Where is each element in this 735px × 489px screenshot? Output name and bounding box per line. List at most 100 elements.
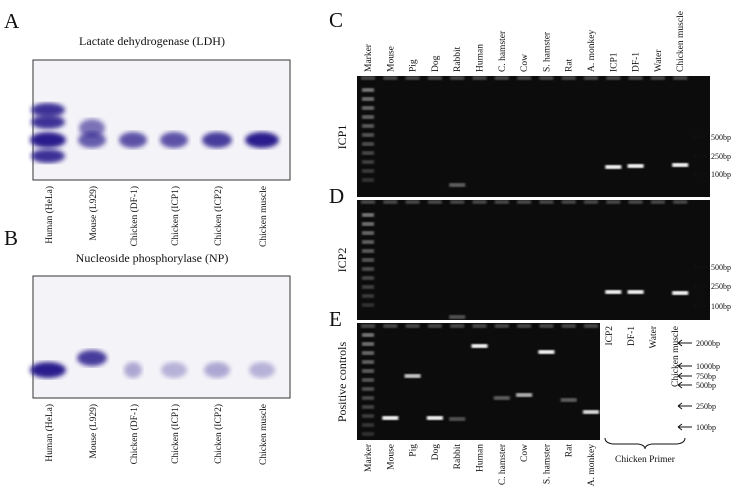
dna-band <box>628 200 643 204</box>
dna-band <box>405 200 420 204</box>
dna-band <box>362 240 374 244</box>
panel-title: Nucleoside phosphorylase (NP) <box>76 251 229 265</box>
dna-band <box>605 165 622 169</box>
panel-letter: C <box>329 8 343 32</box>
lane-label: Mouse (L929) <box>88 404 99 459</box>
dna-band <box>584 200 598 204</box>
protein-band <box>31 103 65 117</box>
lane-label: Marker <box>364 443 374 472</box>
protein-band <box>161 362 187 378</box>
dna-band <box>362 360 374 364</box>
dna-band <box>426 416 443 420</box>
dna-band <box>361 200 375 204</box>
dna-band <box>584 76 598 80</box>
dna-band <box>672 163 689 167</box>
size-marker: 100bp <box>696 423 716 432</box>
size-marker: 1000bp <box>696 362 720 371</box>
dna-band <box>362 97 374 101</box>
protein-band <box>119 132 147 148</box>
lane-label: Cow <box>520 54 530 72</box>
dna-band <box>471 344 488 348</box>
dna-band <box>539 76 554 80</box>
row-label: Positive controls <box>335 342 349 423</box>
dna-band <box>539 324 554 328</box>
ldh-gel <box>32 59 291 181</box>
dna-band <box>362 423 374 427</box>
dna-band <box>672 291 689 295</box>
protein-band <box>160 132 188 148</box>
lane-label: Marker <box>364 43 374 72</box>
dna-band <box>361 324 375 328</box>
lane-label: Cow <box>520 444 530 462</box>
dna-band <box>362 276 374 280</box>
dna-band <box>517 76 532 80</box>
dna-band <box>628 76 643 80</box>
dna-band <box>450 76 465 80</box>
primer-label: Chicken Primer <box>615 455 676 465</box>
dna-band <box>584 324 598 328</box>
lane-label: Human (HeLa) <box>44 404 55 462</box>
lane-label: Chicken (DF-1) <box>129 186 140 246</box>
size-marker: 500bp <box>696 381 716 390</box>
lane-label: Mouse (L929) <box>88 186 99 241</box>
dna-band <box>560 398 577 402</box>
lane-label: S. hamster <box>542 443 552 484</box>
dna-band <box>362 396 374 400</box>
size-marker: 500bp <box>711 133 731 142</box>
protein-band <box>77 350 107 366</box>
lane-label: ICP1 <box>609 52 619 72</box>
protein-band <box>78 132 106 148</box>
dna-band <box>538 350 555 354</box>
dna-band <box>494 324 509 328</box>
protein-band <box>245 132 279 148</box>
np-gel <box>32 275 291 399</box>
protein-band <box>249 362 275 378</box>
marker-arrow <box>692 263 707 271</box>
dna-band <box>383 200 398 204</box>
dna-band <box>605 290 622 294</box>
dna-band <box>362 88 374 92</box>
dna-band <box>362 414 374 418</box>
dna-band <box>361 76 375 80</box>
dna-band <box>362 387 374 391</box>
dna-band <box>583 410 599 414</box>
dna-band <box>362 213 374 217</box>
lane-label: Mouse <box>386 444 396 470</box>
lane-label: Human <box>476 44 486 72</box>
dna-band <box>472 76 487 80</box>
dna-band <box>427 76 442 80</box>
dna-band <box>362 231 374 235</box>
marker-arrow <box>677 423 692 431</box>
marker-arrow <box>692 170 707 178</box>
row-label: ICP1 <box>335 125 349 150</box>
dna-band <box>561 324 576 328</box>
dna-band <box>472 200 487 204</box>
dna-band <box>362 178 374 182</box>
dna-band <box>362 249 374 253</box>
dna-band <box>362 151 374 155</box>
marker-arrow <box>692 302 707 310</box>
icp1-gel <box>357 76 710 197</box>
dna-band <box>494 200 509 204</box>
dna-band <box>650 200 665 204</box>
control-gel <box>357 323 600 440</box>
dna-band <box>362 106 374 110</box>
lane-label: C. hamster <box>498 443 508 485</box>
dna-band <box>449 183 466 187</box>
dna-band <box>362 222 374 226</box>
dna-band <box>382 416 399 420</box>
lane-label: Chicken muscle <box>259 186 269 247</box>
dna-band <box>362 333 374 337</box>
size-marker: 250bp <box>696 402 716 411</box>
lane-label: Mouse <box>386 46 396 72</box>
lane-label: DF-1 <box>632 52 642 72</box>
marker-arrow <box>677 402 692 410</box>
marker-arrow <box>677 381 692 389</box>
protein-band <box>79 119 105 137</box>
lane-label: ICP2 <box>605 326 615 346</box>
primer-brace <box>604 437 686 450</box>
dna-band <box>404 374 421 378</box>
lane-label: DF-1 <box>627 326 637 346</box>
dna-band <box>362 369 374 373</box>
